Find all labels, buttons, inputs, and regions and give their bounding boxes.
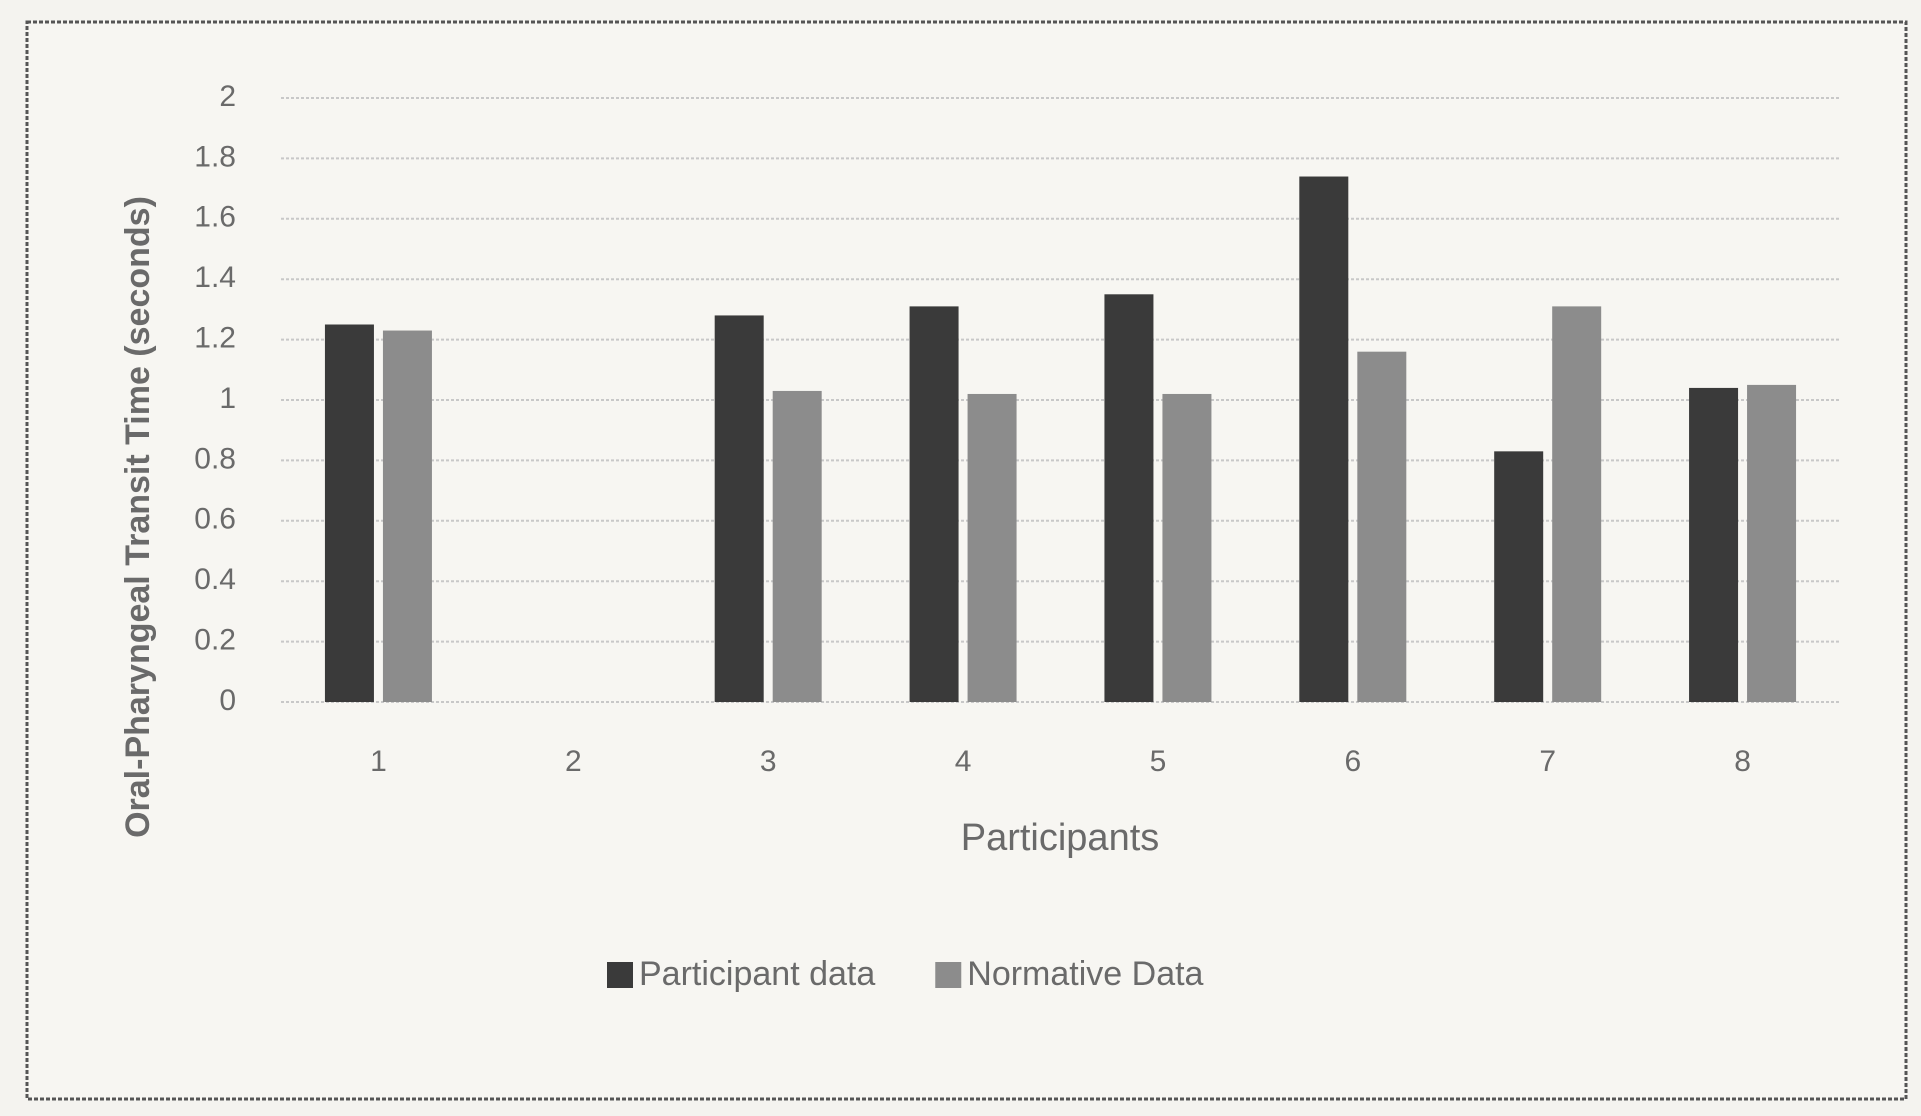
y-tick-label: 1.6: [194, 201, 236, 234]
bar: [772, 390, 822, 702]
x-tick-label: 3: [760, 745, 777, 778]
y-tick-label: 0.8: [194, 442, 236, 475]
bar: [1747, 384, 1797, 702]
legend-swatch: [607, 962, 633, 988]
bar: [714, 315, 764, 702]
y-tick-label: 0.4: [194, 563, 236, 596]
bar: [1104, 294, 1154, 702]
x-tick-label: 1: [370, 745, 387, 778]
y-axis-title: Oral-Pharyngeal Transit Time (seconds): [119, 196, 157, 838]
legend-label: Participant data: [639, 955, 875, 993]
y-tick-label: 0.6: [194, 503, 236, 536]
legend-label: Normative Data: [967, 955, 1203, 993]
x-tick-label: 4: [955, 745, 972, 778]
x-tick-label: 6: [1344, 745, 1361, 778]
chart-frame: [25, 20, 1908, 1101]
bar: [1357, 351, 1407, 702]
y-tick-label: 1.2: [194, 322, 236, 355]
x-axis-title: Participants: [961, 817, 1160, 859]
bar: [324, 324, 374, 702]
bar: [967, 393, 1017, 702]
bar: [382, 330, 432, 702]
bar: [909, 306, 959, 702]
bar: [1552, 306, 1602, 702]
x-tick-label: 5: [1150, 745, 1167, 778]
x-tick-label: 8: [1734, 745, 1751, 778]
y-tick-label: 1: [219, 382, 236, 415]
y-tick-label: 0.2: [194, 624, 236, 657]
bar: [1494, 451, 1544, 702]
x-tick-label: 7: [1539, 745, 1556, 778]
x-tick-label: 2: [565, 745, 582, 778]
legend-swatch: [935, 962, 962, 988]
bar: [1162, 393, 1212, 702]
y-tick-label: 0: [219, 684, 236, 717]
y-tick-label: 1.4: [194, 261, 236, 294]
bar: [1299, 176, 1349, 702]
y-tick-label: 1.8: [194, 140, 236, 173]
bar: [1689, 387, 1739, 702]
y-tick-label: 2: [219, 80, 236, 113]
